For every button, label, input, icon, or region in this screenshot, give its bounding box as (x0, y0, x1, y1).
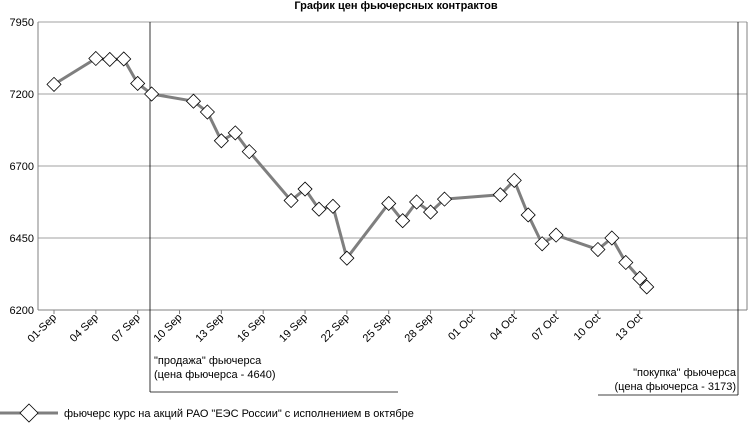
x-tick-label: 07 Sep (110, 312, 143, 345)
y-tick-label: 6700 (10, 161, 34, 173)
data-point-marker (88, 50, 104, 67)
data-point-marker (241, 144, 257, 160)
data-point-marker (297, 181, 313, 197)
data-point-marker (283, 192, 299, 209)
data-point-marker (492, 187, 508, 203)
series-layer (46, 50, 655, 295)
x-tick-label: 10 Sep (151, 312, 184, 345)
data-point-marker (548, 227, 564, 243)
x-tick-label: 13 Oct (613, 312, 644, 343)
data-point-marker (422, 204, 439, 220)
data-point-marker (604, 230, 620, 246)
axes (37, 22, 748, 311)
x-tick-label: 07 Oct (530, 312, 561, 343)
data-point-marker (227, 125, 243, 141)
data-point-marker (520, 207, 536, 223)
data-point-marker (618, 254, 634, 271)
data-point-marker (506, 172, 522, 188)
chart-title: График цен фьючерсных контрактов (294, 0, 498, 12)
x-tick-label: 04 Sep (68, 312, 101, 345)
data-point-marker (339, 250, 355, 266)
data-point-marker (436, 191, 453, 207)
data-point-marker (381, 195, 397, 212)
legend-label: фьючерс курс на акций РАО "ЕЭС России" с… (64, 408, 414, 420)
x-tick-labels: 01-Sep 04 Sep 07 Sep 10 Sep 13 Sep 16 Sep 19 S… (26, 310, 645, 345)
buy-annotation-line1: "покупка" фьючерса (633, 367, 737, 379)
x-tick-label: 13 Sep (193, 312, 226, 345)
data-point-marker (213, 133, 229, 149)
x-tick-label: 22 Sep (319, 312, 352, 345)
data-point-marker (395, 213, 411, 229)
data-point-marker (185, 93, 202, 109)
data-point-marker (409, 194, 425, 210)
legend: фьючерс курс на акций РАО "ЕЭС России" с… (0, 403, 414, 423)
series-line (53, 56, 648, 288)
x-tick-label: 16 Sep (235, 312, 268, 345)
data-point-marker (534, 236, 550, 252)
buy-annotation-line2: (цена фьючерса - 3173) (615, 381, 737, 393)
data-point-marker (590, 241, 606, 258)
x-tick-label: 01 Oct (446, 312, 477, 343)
x-tick-label: 28 Sep (403, 312, 436, 345)
x-tick-label: 25 Sep (361, 312, 394, 345)
y-tick-label: 7950 (10, 17, 34, 29)
data-point-marker (639, 279, 655, 295)
data-point-marker (144, 86, 160, 102)
data-point-marker (632, 270, 648, 286)
x-tick-label: 10 Oct (572, 312, 603, 343)
sell-annotation-line1: "продажа" фьючерса (154, 355, 262, 367)
data-point-marker (130, 75, 146, 92)
y-tick-label: 7200 (10, 89, 34, 101)
data-point-marker (325, 198, 341, 214)
x-tick-label: 19 Sep (277, 312, 310, 345)
data-point-marker (116, 51, 132, 67)
y-tick-label: 6200 (10, 305, 34, 317)
x-tick-label: 04 Oct (488, 312, 519, 343)
data-point-marker (199, 104, 215, 120)
data-point-marker (311, 201, 327, 217)
sell-annotation-line2: (цена фьючерса - 4640) (154, 369, 276, 381)
y-tick-labels: 7950 7200 6700 6450 6200 (10, 17, 34, 317)
data-point-marker (102, 51, 118, 68)
y-tick-label: 6450 (10, 233, 34, 245)
data-point-marker (46, 76, 62, 92)
legend-diamond-marker (19, 403, 39, 423)
